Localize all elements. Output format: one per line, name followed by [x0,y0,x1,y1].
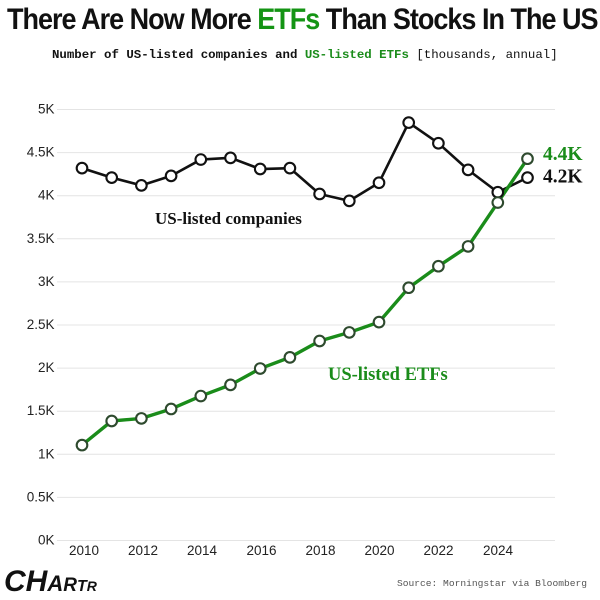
svg-text:1.5K: 1.5K [27,403,55,418]
svg-text:2020: 2020 [364,543,394,558]
svg-text:0K: 0K [38,533,55,548]
svg-text:2022: 2022 [423,543,453,558]
svg-text:2.5K: 2.5K [27,317,55,332]
svg-text:1K: 1K [38,446,55,461]
svg-text:2K: 2K [38,360,55,375]
svg-text:4.5K: 4.5K [27,145,55,160]
svg-text:3.5K: 3.5K [27,231,55,246]
svg-text:2016: 2016 [246,543,276,558]
svg-text:4.4K: 4.4K [543,144,583,165]
svg-text:2010: 2010 [69,543,99,558]
svg-text:5K: 5K [38,102,55,117]
svg-text:US-listed companies: US-listed companies [155,209,302,228]
svg-text:2018: 2018 [305,543,335,558]
svg-text:2024: 2024 [483,543,514,558]
svg-text:0.5K: 0.5K [27,489,55,504]
svg-text:2014: 2014 [187,543,218,558]
svg-text:4K: 4K [38,188,55,203]
svg-text:3K: 3K [38,274,55,289]
svg-text:US-listed ETFs: US-listed ETFs [328,365,448,385]
svg-text:4.2K: 4.2K [543,167,583,188]
svg-text:2012: 2012 [128,543,158,558]
